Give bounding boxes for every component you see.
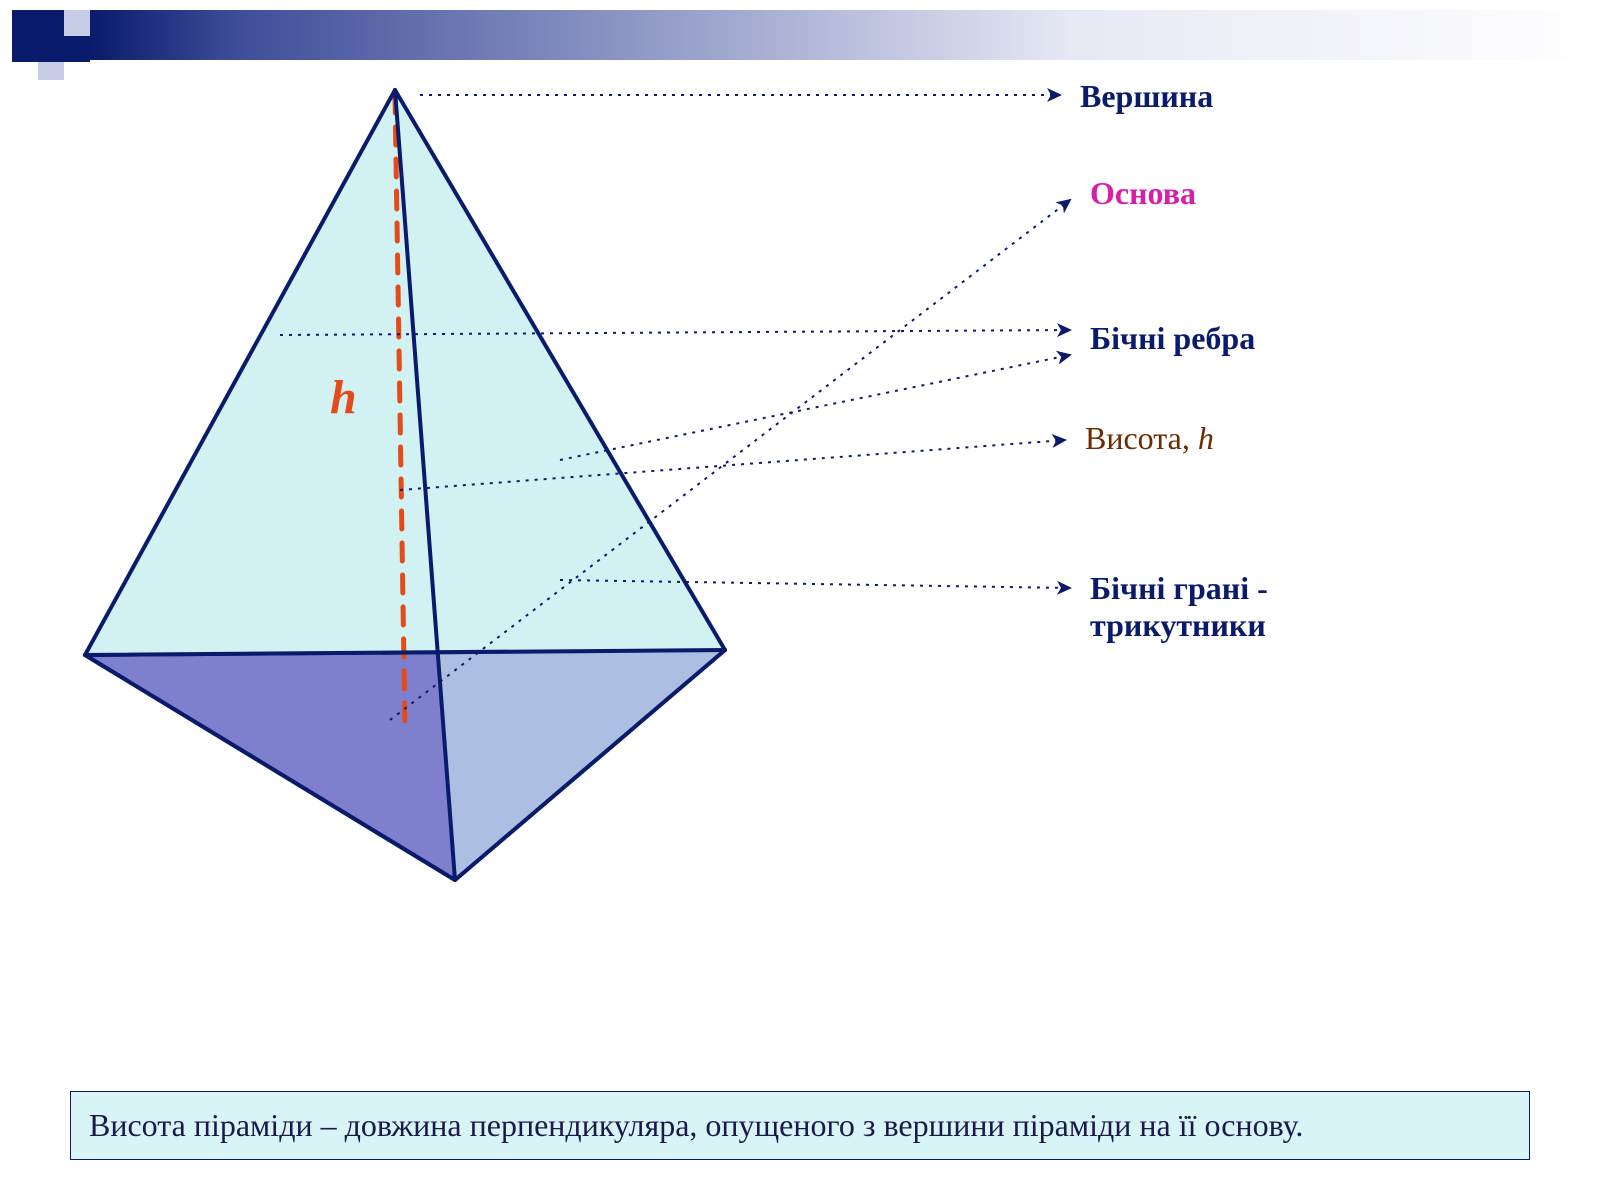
label-apex: Вершина (1080, 78, 1213, 115)
caption-box: Висота піраміди – довжина перпендикуляра… (70, 1091, 1530, 1160)
label-height: Висота, h (1085, 420, 1214, 457)
label-edges: Бічні ребра (1090, 320, 1255, 357)
label-base: Основа (1090, 175, 1196, 212)
pyramid-front-face (85, 90, 725, 655)
height-variable-label: h (330, 370, 357, 425)
diagram-canvas (0, 0, 1600, 1200)
label-faces: Бічні грані - трикутники (1090, 570, 1268, 644)
callout-arrow (560, 355, 1070, 460)
